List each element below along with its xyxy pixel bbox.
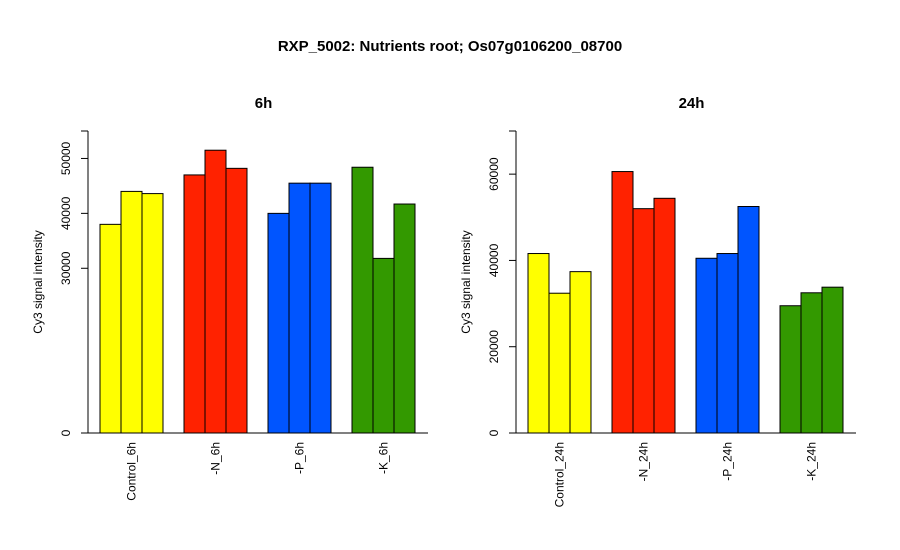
bar bbox=[225, 167, 248, 434]
x-category-label: -N_6h bbox=[209, 442, 223, 475]
bar bbox=[716, 253, 739, 434]
bar bbox=[800, 292, 823, 434]
bar bbox=[548, 292, 571, 434]
bar bbox=[204, 149, 227, 434]
y-tick-label: 60000 bbox=[487, 157, 501, 191]
bar bbox=[527, 253, 550, 434]
bar bbox=[653, 197, 676, 434]
bar bbox=[120, 190, 143, 434]
x-category-label: Control_6h bbox=[125, 442, 139, 501]
chart-panel-6h: 6h 0 30000 40000 50000 Cy3 signal intensity Co… bbox=[31, 95, 428, 501]
y-axis-label: Cy3 signal intensity bbox=[459, 230, 473, 333]
bar bbox=[737, 206, 760, 434]
y-tick-label: 30000 bbox=[59, 251, 73, 285]
chart-main-title: RXP_5002: Nutrients root; Os07g0106200_0… bbox=[277, 38, 623, 55]
bar bbox=[372, 257, 395, 434]
bar bbox=[393, 203, 416, 434]
y-tick-label: 0 bbox=[59, 429, 73, 436]
bar bbox=[632, 208, 655, 434]
bar bbox=[309, 182, 332, 434]
bar bbox=[611, 171, 634, 434]
y-tick-label: 40000 bbox=[487, 243, 501, 277]
bar bbox=[288, 182, 311, 434]
x-category-label: -P_24h bbox=[721, 442, 735, 481]
bar bbox=[351, 166, 374, 434]
x-category-label: -K_6h bbox=[377, 442, 391, 474]
bar bbox=[267, 212, 290, 434]
chart-panel-24h: 24h 0 20000 40000 60000 Cy3 signal intensity C… bbox=[459, 95, 856, 507]
y-tick-label: 20000 bbox=[487, 330, 501, 364]
x-category-label: -P_6h bbox=[293, 442, 307, 474]
y-tick-label: 0 bbox=[487, 429, 501, 436]
bar bbox=[183, 174, 206, 434]
x-category-label: -N_24h bbox=[637, 442, 651, 481]
y-axis-label: Cy3 signal intensity bbox=[31, 230, 45, 333]
bar bbox=[821, 286, 844, 434]
bar bbox=[779, 305, 802, 434]
y-tick-label: 50000 bbox=[59, 141, 73, 175]
bar bbox=[99, 223, 122, 434]
x-category-label: -K_24h bbox=[805, 442, 819, 481]
y-tick-label: 40000 bbox=[59, 196, 73, 230]
x-category-label: Control_24h bbox=[553, 442, 567, 507]
bar bbox=[695, 257, 718, 434]
panel-title: 24h bbox=[679, 95, 705, 112]
panel-title: 6h bbox=[255, 95, 273, 112]
bar bbox=[569, 271, 592, 434]
bar bbox=[141, 193, 164, 434]
